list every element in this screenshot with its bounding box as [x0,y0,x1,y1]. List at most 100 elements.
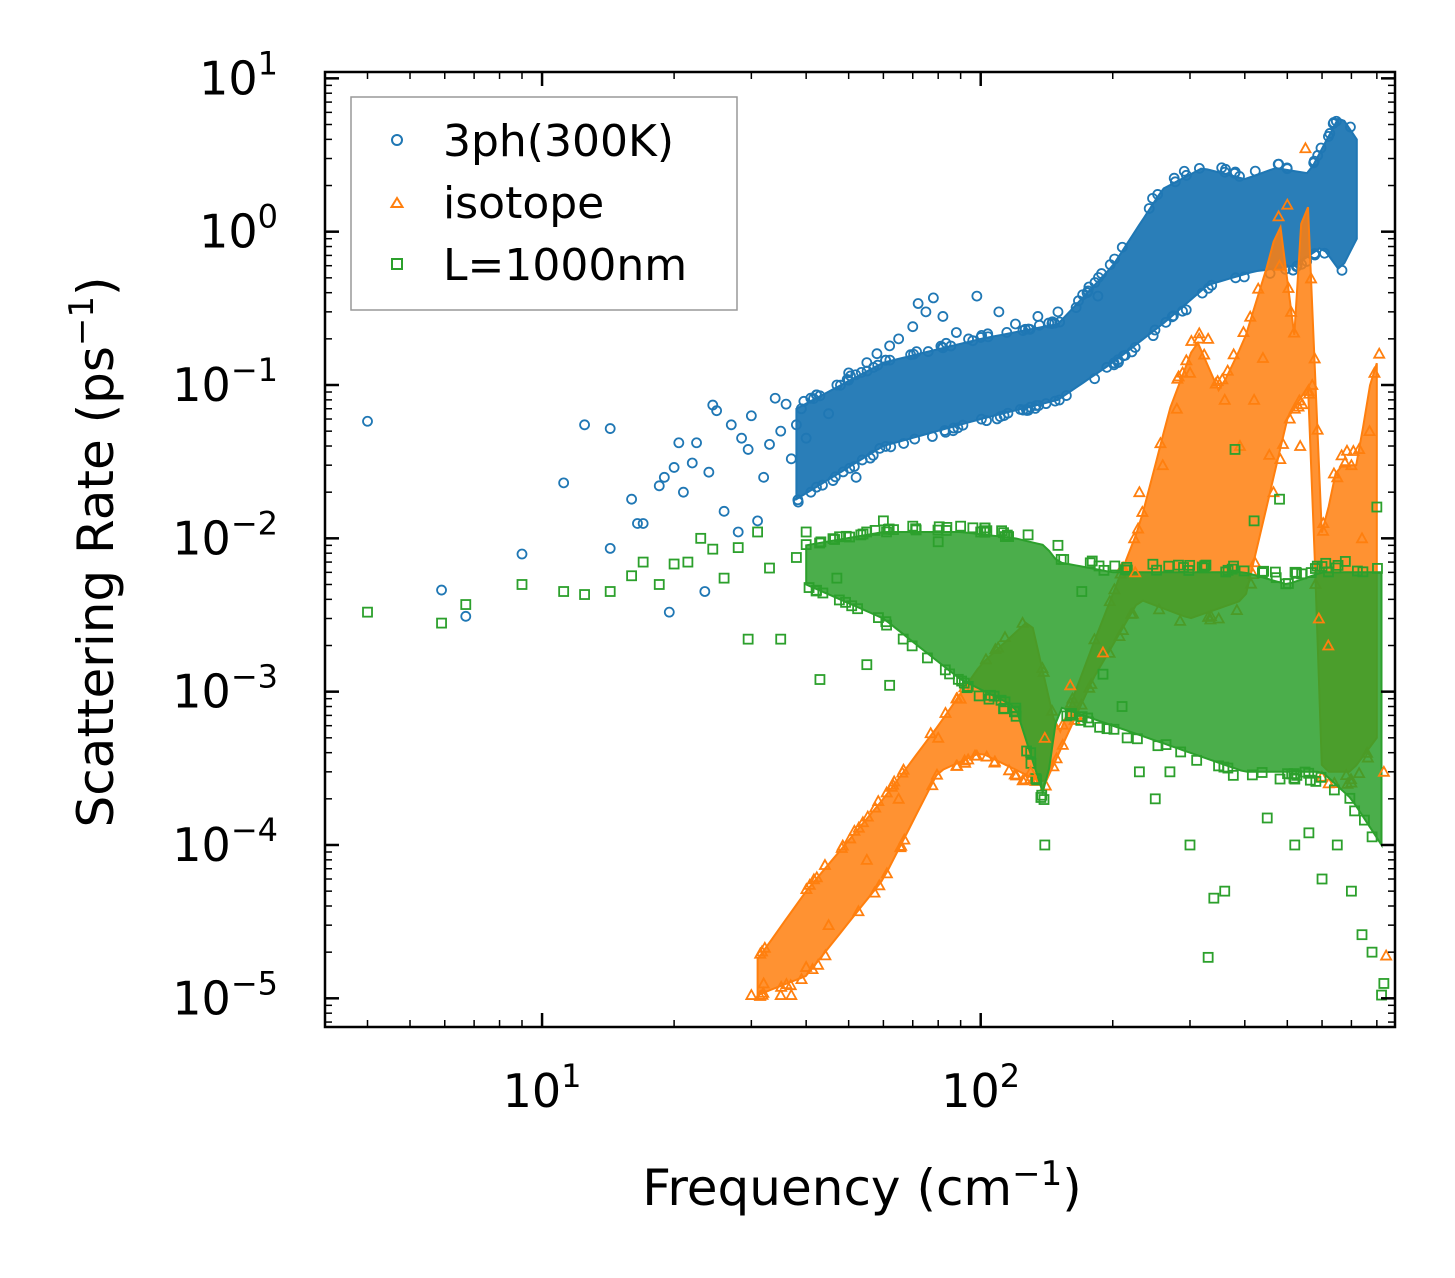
data-point-triangle [1372,346,1386,359]
band-edge-point-circle [1315,142,1327,154]
band-edge-point-square [1289,566,1301,578]
band-edge-point-circle [935,340,947,352]
band-edge-point-square [1227,769,1239,781]
y-axis-label: Scattering Rate (ps−1) [62,276,125,827]
data-point-circle [691,437,702,449]
data-point-circle [604,423,616,434]
band-edge-point-circle [1169,176,1181,188]
band-edge-point-square [1344,792,1356,804]
data-point-circle [823,408,834,420]
band-edge-point-square [1183,565,1195,576]
band-edge-point-square [817,587,829,599]
band-edge-point-square [1010,705,1022,717]
band-edge-point-circle [844,462,856,474]
band-edge-point-triangle [1287,325,1301,338]
data-point-square [907,520,919,532]
band-edge-point-triangle [1018,772,1032,785]
data-point-square [814,674,826,685]
band-edge-point-square [1256,567,1268,579]
band-edge-point-circle [1149,324,1161,336]
band-edge-point-triangle [1227,347,1241,360]
band-edge-point-square [827,533,839,545]
band-edge-point-square [1152,740,1164,752]
data-point-circle [711,405,723,417]
data-point-circle [769,392,781,404]
band-edge-point-circle [1216,162,1228,174]
band-edge-point-square [1274,773,1286,785]
band-edge-point-triangle [988,754,1002,767]
band-edge-point-square [1160,739,1172,750]
band-edge-point-triangle [894,839,908,851]
band-edge-point-square [1175,746,1187,758]
data-point-square [1052,539,1064,551]
band-edge-point-triangle [871,794,885,806]
band-edge-point-square [1109,560,1121,572]
band-edge-point-triangle [968,748,982,761]
band-edge-point-square [983,693,995,705]
band-edge-point-circle [1089,373,1101,385]
band-edge-point-circle [835,379,846,391]
band-edge-point-circle [1147,330,1159,342]
data-point-circle [678,486,689,498]
band-edge-point-circle [936,341,948,353]
band-edge-point-square [1094,721,1105,733]
data-point-triangle [1262,448,1276,460]
data-point-circle [1052,306,1064,318]
band-edge-point-square [1121,732,1133,744]
band-edge-point-triangle [1056,717,1070,730]
data-point-triangle [1284,304,1298,317]
band-edge-point-triangle [1243,309,1257,322]
band-edge-point-circle [1104,259,1116,271]
band-edge-point-square [852,603,864,615]
band-edge-point-square [922,652,933,664]
band-edge-point-square [1256,767,1268,778]
band-edge-point-square [1022,529,1034,541]
band-edge-point-circle [1096,268,1107,279]
band-edge-point-triangle [887,774,901,787]
band-edge-point-circle [1081,287,1093,299]
data-point-square [362,606,373,618]
y-tick-label: 101 [199,44,278,105]
data-point-triangle [1312,611,1326,624]
band-edge-point-circle [1319,247,1330,259]
band-edge-point-square [1282,578,1294,589]
band-edge-point-circle [1160,316,1172,328]
data-point-square [764,562,775,574]
band-edge-point-square [939,664,951,676]
data-point-square [800,526,812,538]
data-point-triangle [860,852,874,865]
band-edge-point-square [834,531,845,543]
band-edge-point-circle [841,374,853,385]
band-edge-point-square [1289,773,1301,785]
band-edge-point-circle [967,335,979,347]
band-edge-point-triangle [1304,271,1318,284]
series-triangle-points [744,141,1393,1000]
x-tick-label: 102 [941,1057,1020,1118]
data-point-circle [699,586,711,597]
data-point-triangle [1330,470,1344,483]
data-point-square [884,679,896,691]
band-edge-point-square [1258,565,1270,577]
data-point-circle [775,425,787,437]
band-edge-point-triangle [880,785,894,798]
band-edge-point-triangle [980,749,994,762]
band-edge-point-circle [1017,404,1029,416]
band-edge-point-square [999,696,1011,708]
band-edge-point-triangle [1131,521,1145,534]
data-point-square [861,659,873,671]
band-edge-point-triangle [803,878,817,890]
data-point-square [742,633,754,645]
y-tick-label: 100 [199,198,278,259]
data-point-triangle [1367,366,1381,378]
legend-entry-boundary: L=1000nm [391,240,687,291]
data-point-circle [971,290,983,302]
band-edge-point-square [1083,716,1095,728]
data-point-square [1164,766,1176,778]
data-point-circle [790,419,802,431]
band-edge-point-square [1311,560,1323,572]
band-edge-point-square [1349,805,1361,817]
band-edge-point-triangle [867,885,882,898]
band-edge-point-triangle [1221,363,1235,376]
data-point-square [732,542,744,554]
band-edge-markers-circle [792,115,1356,508]
